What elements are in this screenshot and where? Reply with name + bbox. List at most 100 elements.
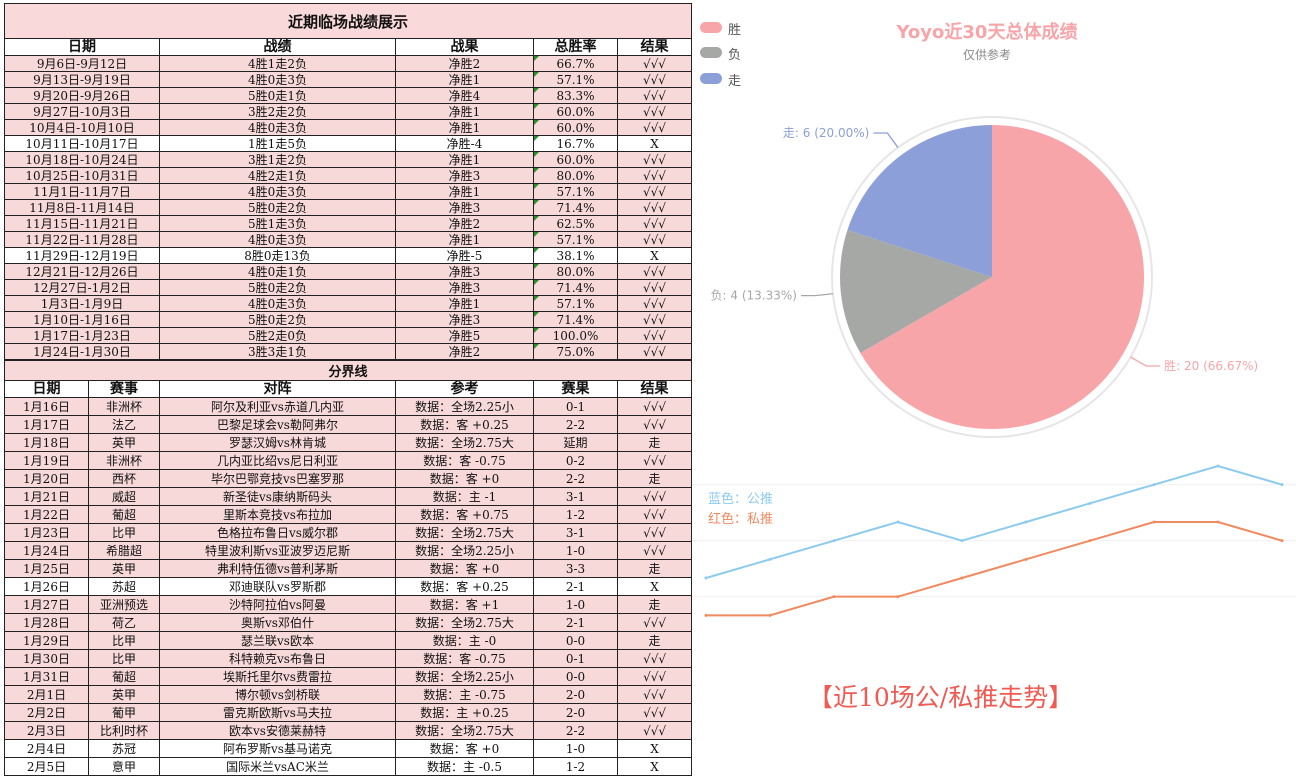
win-rate: 71.4% [533,279,618,296]
match-row: 1月25日 英甲 弗利特伍德vs普利茅斯 数据：客 +0 3-3 走 [4,559,693,578]
score: 1-0 [533,739,618,758]
legend-swatch-push [700,73,722,84]
match-row: 1月22日 葡超 里斯本竞技vs布拉加 数据：客 +0.75 1-2 √√√ [4,505,693,524]
net-result: 净胜1 [395,151,534,168]
fixture: 罗瑟汉姆vs林肯城 [159,433,396,452]
match-row: 1月26日 苏超 邓迪联队vs罗斯郡 数据：客 +0.25 2-1 X [4,577,693,596]
score: 0-1 [533,397,618,416]
summary-row: 9月20日-9月26日 5胜0走1负 净胜4 83.3% √√√ [4,87,692,104]
result-mark: √√√ [616,703,693,722]
match-date: 1月29日 [4,631,89,650]
reference-tip: 数据：客 +1 [395,595,534,614]
pie-label-line-1 [800,293,833,297]
match-row: 2月2日 葡甲 雷克斯欧斯vs马夫拉 数据：主 +0.25 2-0 √√√ [4,703,693,722]
reference-tip: 数据：全场2.75大 [395,721,534,740]
trend-point [1216,520,1220,524]
week-range: 9月27日-10月3日 [4,103,160,120]
win-rate: 57.1% [533,295,618,312]
result-mark: √√√ [617,151,692,168]
pie-label-line-2 [873,132,899,148]
summary-header-row: 日期 战绩 战果 总胜率 结果 [4,38,692,56]
result-mark: √√√ [617,119,692,136]
trend-point [1088,539,1092,543]
trend-point [1024,557,1028,561]
league: 非洲杯 [88,451,160,470]
result-mark: √√√ [616,613,693,632]
league: 葡甲 [88,703,160,722]
reference-tip: 数据：客 +0 [395,469,534,488]
match-header-0: 日期 [4,380,89,398]
trend-point [1280,483,1284,487]
record: 4胜0走3负 [159,71,396,88]
score: 延期 [533,433,618,452]
score: 2-0 [533,685,618,704]
result-mark: √√√ [616,397,693,416]
summary-row: 9月13日-9月19日 4胜0走3负 净胜1 57.1% √√√ [4,71,692,88]
result-mark: X [617,135,692,152]
pie-slice-0[interactable] [860,125,1144,429]
match-row: 2月5日 意甲 国际米兰vsAC米兰 数据：主 -0.5 1-2 X [4,757,693,776]
record: 1胜1走5负 [159,135,396,152]
match-date: 1月23日 [4,523,89,542]
reference-tip: 数据：全场2.25小 [395,541,534,560]
pie-subtitle: 仅供参考 [962,48,1011,62]
summary-row: 9月27日-10月3日 3胜2走2负 净胜1 60.0% √√√ [4,103,692,120]
result-mark: √√√ [617,279,692,296]
league: 英甲 [88,559,160,578]
match-date: 1月24日 [4,541,89,560]
score: 2-2 [533,415,618,434]
league: 西杯 [88,469,160,488]
net-result: 净胜1 [395,231,534,248]
week-range: 10月4日-10月10日 [4,119,160,136]
score: 1-2 [533,757,618,776]
result-mark: √√√ [616,415,693,434]
trend-point [1216,464,1220,468]
net-result: 净胜3 [395,167,534,184]
reference-tip: 数据：客 +0 [395,739,534,758]
match-row: 1月27日 亚洲预选 沙特阿拉伯vs阿曼 数据：客 +1 1-0 走 [4,595,693,614]
record: 5胜0走2负 [159,199,396,216]
match-row: 1月20日 西杯 毕尔巴鄂竞技vs巴塞罗那 数据：客 +0 2-2 走 [4,469,693,488]
net-result: 净胜1 [395,119,534,136]
league: 威超 [88,487,160,506]
result-mark: √√√ [616,721,693,740]
score: 1-0 [533,541,618,560]
match-date: 1月31日 [4,667,89,686]
score: 2-0 [533,703,618,722]
week-range: 10月11日-10月17日 [4,135,160,152]
match-header-5: 结果 [616,380,693,398]
summary-table: 近期临场战绩展示 日期 战绩 战果 总胜率 结果 9月6日-9月12日 4胜1走2负 净胜2… [4,3,692,360]
summary-body: 9月6日-9月12日 4胜1走2负 净胜2 66.7% √√√ 9月13日-9月19日 4胜… [4,55,692,360]
pie-slice-2[interactable] [847,125,992,277]
week-range: 9月13日-9月19日 [4,71,160,88]
pie-chart: 胜: 20 (66.67%) 负: 4 (13.33%) 走: 6 (20.00%) [711,116,1258,438]
record: 4胜0走1负 [159,263,396,280]
trend-point [960,576,964,580]
win-rate: 75.0% [533,343,618,360]
win-rate: 57.1% [533,183,618,200]
pie-slice-1[interactable] [840,230,992,353]
match-row: 1月31日 葡超 埃斯托里尔vs费雷拉 数据：全场2.25小 0-0 √√√ [4,667,693,686]
score: 0-0 [533,667,618,686]
match-header-row: 日期 赛事 对阵 参考 赛果 结果 [4,380,693,398]
result-mark: √√√ [617,295,692,312]
fixture: 阿尔及利亚vs赤道几内亚 [159,397,396,416]
net-result: 净胜5 [395,327,534,344]
fixture: 邓迪联队vs罗斯郡 [159,577,396,596]
score: 1-0 [533,595,618,614]
win-rate: 62.5% [533,215,618,232]
match-date: 2月5日 [4,757,89,776]
record: 4胜0走3负 [159,295,396,312]
pie-slice-label-2: 走: 6 (20.00%) [783,126,869,140]
fixture: 弗利特伍德vs普利茅斯 [159,559,396,578]
trend-point [896,595,900,599]
match-row: 1月23日 比甲 色格拉布鲁日vs威尔郡 数据：全场2.75大 3-1 √√√ [4,523,693,542]
score: 2-1 [533,613,618,632]
score: 2-2 [533,469,618,488]
net-result: 净胜3 [395,199,534,216]
summary-row: 10月4日-10月10日 4胜0走3负 净胜1 60.0% √√√ [4,119,692,136]
net-result: 净胜2 [395,55,534,72]
summary-row: 11月29日-12月19日 8胜0走13负 净胜-5 38.1% X [4,247,692,264]
summary-row: 12月27日-1月2日 5胜0走2负 净胜3 71.4% √√√ [4,279,692,296]
week-range: 12月27日-1月2日 [4,279,160,296]
